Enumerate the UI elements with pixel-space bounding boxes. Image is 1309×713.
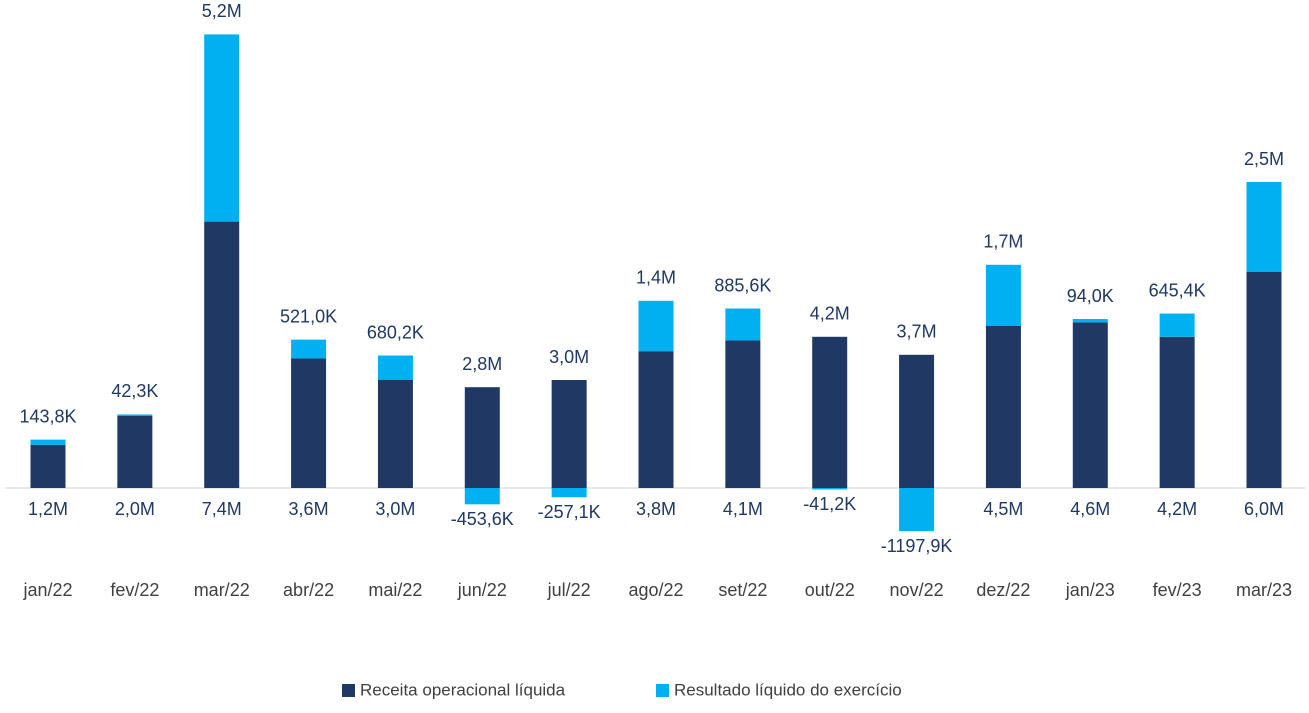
bar-segment: [551, 488, 587, 498]
bar-segment: [638, 351, 674, 488]
bar-segment: [464, 488, 500, 505]
bar-segment: [1246, 272, 1282, 488]
data-label: 7,4M: [202, 499, 242, 519]
bar-segment: [1072, 322, 1108, 488]
bar-segment: [1246, 182, 1282, 272]
data-label: 2,0M: [115, 499, 155, 519]
bar-segment: [638, 300, 674, 352]
bar-segment: [1159, 336, 1195, 488]
legend-label: Receita operacional líquida: [360, 680, 566, 699]
x-tick-label: out/22: [805, 580, 855, 600]
x-tick-label: jan/23: [1065, 580, 1115, 600]
bar-segment: [291, 358, 327, 488]
x-tick-label: jan/22: [22, 580, 72, 600]
data-label: -41,2K: [803, 494, 856, 514]
data-label: 680,2K: [367, 322, 424, 342]
bar-segment: [725, 308, 761, 341]
bar-segment: [812, 488, 848, 490]
data-label: 42,3K: [111, 381, 158, 401]
bar-segment: [551, 380, 587, 488]
bar-segment: [899, 488, 935, 532]
legend-swatch: [656, 684, 669, 697]
data-label: 3,0M: [549, 347, 589, 367]
bar-segment: [1159, 313, 1195, 337]
data-label: 6,0M: [1244, 499, 1284, 519]
legend-label: Resultado líquido do exercício: [674, 680, 902, 699]
data-label: 5,2M: [202, 1, 242, 21]
bar-segment: [812, 336, 848, 488]
data-label: 645,4K: [1149, 280, 1206, 300]
data-label: 4,5M: [983, 499, 1023, 519]
data-label: 3,7M: [897, 322, 937, 342]
data-label: 1,2M: [28, 499, 68, 519]
data-label: -453,6K: [451, 509, 514, 529]
x-tick-label: dez/22: [976, 580, 1030, 600]
bar-segment: [377, 380, 413, 488]
x-tick-label: set/22: [718, 580, 767, 600]
data-label: 885,6K: [714, 275, 771, 295]
data-label: 2,8M: [462, 354, 502, 374]
data-label: 521,0K: [280, 306, 337, 326]
bar-segment: [464, 387, 500, 488]
data-label: 3,0M: [375, 499, 415, 519]
x-tick-label: abr/22: [283, 580, 334, 600]
x-tick-label: mai/22: [368, 580, 422, 600]
x-tick-label: fev/23: [1153, 580, 1202, 600]
x-tick-label: ago/22: [628, 580, 683, 600]
x-tick-label: fev/22: [110, 580, 159, 600]
x-tick-label: mar/23: [1236, 580, 1292, 600]
bar-segment: [204, 34, 240, 222]
bar-segment: [117, 414, 153, 416]
bar-segment: [117, 416, 153, 488]
bar-segment: [291, 339, 327, 359]
data-label: 2,5M: [1244, 149, 1284, 169]
data-label: 3,8M: [636, 499, 676, 519]
bar-segment: [1072, 319, 1108, 323]
legend-swatch: [342, 684, 355, 697]
bar-segment: [204, 221, 240, 488]
data-label: 4,2M: [810, 304, 850, 324]
bar-segment: [30, 439, 66, 445]
data-label: 1,4M: [636, 268, 676, 288]
x-tick-label: jun/22: [457, 580, 507, 600]
data-label: 4,2M: [1157, 499, 1197, 519]
data-label: -1197,9K: [881, 536, 953, 556]
bar-segment: [985, 264, 1021, 326]
data-label: 3,6M: [289, 499, 329, 519]
x-tick-label: jul/22: [547, 580, 591, 600]
bar-segment: [30, 444, 66, 488]
bar-segment: [985, 326, 1021, 488]
data-label: -257,1K: [538, 502, 601, 522]
data-label: 1,7M: [983, 232, 1023, 252]
x-tick-label: nov/22: [890, 580, 944, 600]
data-label: 94,0K: [1067, 286, 1114, 306]
bar-segment: [377, 355, 413, 380]
data-label: 4,1M: [723, 499, 763, 519]
bar-segment: [725, 340, 761, 488]
data-label: 143,8K: [19, 406, 76, 426]
bar-segment: [899, 354, 935, 488]
data-label: 4,6M: [1070, 499, 1110, 519]
x-tick-label: mar/22: [194, 580, 250, 600]
